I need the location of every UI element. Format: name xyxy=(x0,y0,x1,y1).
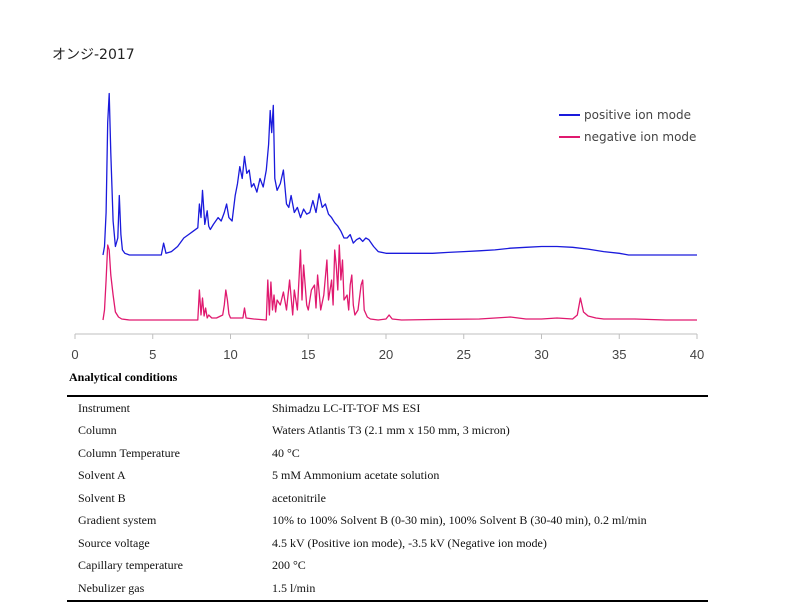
series-line-negative xyxy=(102,244,697,321)
x-tick-label: 40 xyxy=(690,347,704,362)
x-tick-label: 30 xyxy=(534,347,548,362)
condition-label: Solvent A xyxy=(78,468,126,483)
condition-value: 4.5 kV (Positive ion mode), -3.5 kV (Neg… xyxy=(272,535,547,550)
condition-value: Shimadzu LC-IT-TOF MS ESI xyxy=(272,400,421,415)
table-row: Source voltage 4.5 kV (Positive ion mode)… xyxy=(67,532,708,555)
table-row: Column Temperature 40 °C xyxy=(67,442,708,465)
conditions-title: Analytical conditions xyxy=(69,370,178,384)
table-row: Capillary temperature 200 °C xyxy=(67,555,708,578)
condition-value: 1.5 l/min xyxy=(272,580,316,595)
x-tick-label: 5 xyxy=(149,347,156,362)
condition-label: Gradient system xyxy=(78,513,157,528)
condition-value: 40 °C xyxy=(272,445,300,460)
condition-value: 200 °C xyxy=(272,558,306,573)
condition-label: Capillary temperature xyxy=(78,558,183,573)
x-tick-label: 10 xyxy=(223,347,237,362)
table-row: Solvent B acetonitrile xyxy=(67,487,708,510)
table-row: Column Waters Atlantis T3 (2.1 mm x 150 m… xyxy=(67,420,708,443)
conditions-table: Instrument Shimadzu LC-IT-TOF MS ESI Colum… xyxy=(67,395,708,602)
condition-value: Waters Atlantis T3 (2.1 mm x 150 mm, 3 m… xyxy=(272,423,510,438)
table-row: Nebulizer gas 1.5 l/min xyxy=(67,577,708,601)
x-tick-label: 0 xyxy=(71,347,78,362)
series-line-positive xyxy=(102,92,697,256)
x-tick-label: 25 xyxy=(457,347,471,362)
condition-label: Nebulizer gas xyxy=(78,580,145,595)
condition-label: Source voltage xyxy=(78,535,150,550)
legend-label: negative ion mode xyxy=(584,130,696,144)
table-row: Solvent A 5 mM Ammonium acetate solution xyxy=(67,465,708,488)
chart-title: オンジ-2017 xyxy=(52,47,135,63)
x-tick-label: 20 xyxy=(379,347,393,362)
x-tick-label: 15 xyxy=(301,347,315,362)
table-row: Gradient system 10% to 100% Solvent B (0-… xyxy=(67,510,708,533)
condition-label: Solvent B xyxy=(78,490,126,505)
condition-label: Column xyxy=(78,423,117,438)
legend-label: positive ion mode xyxy=(584,108,691,122)
x-tick-label: 35 xyxy=(612,347,626,362)
condition-label: Column Temperature xyxy=(78,445,180,460)
condition-value: 10% to 100% Solvent B (0-30 min), 100% S… xyxy=(272,513,647,528)
table-row: Instrument Shimadzu LC-IT-TOF MS ESI xyxy=(67,396,708,420)
condition-value: 5 mM Ammonium acetate solution xyxy=(272,468,440,483)
condition-value: acetonitrile xyxy=(272,490,326,505)
chromatogram-chart: 0 5 10 15 20 25 30 35 40 positive ion mode negati… xyxy=(71,92,704,362)
condition-label: Instrument xyxy=(78,400,130,415)
